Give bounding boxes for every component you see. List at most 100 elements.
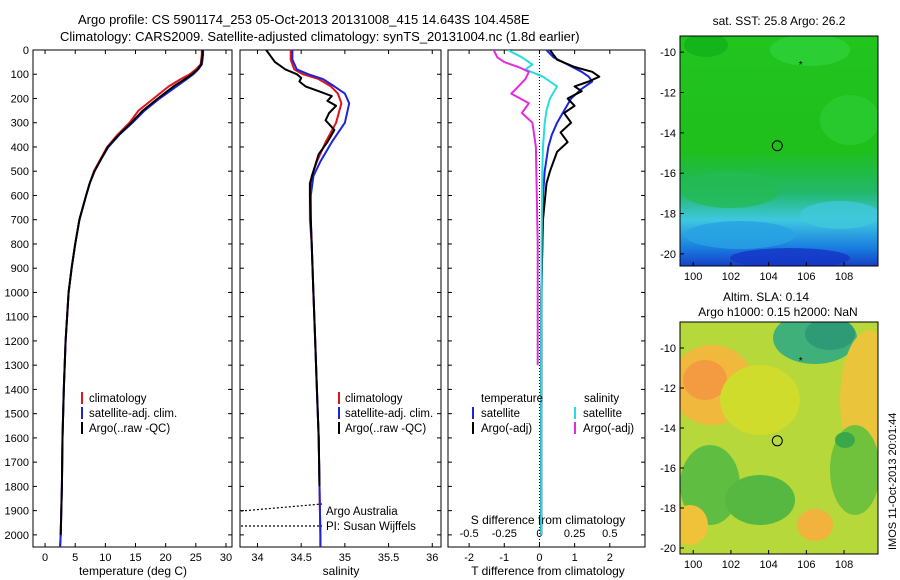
map-y-tick-label: -16 — [660, 168, 676, 180]
x-tick-label: 35.5 — [378, 552, 399, 564]
y-tick-label: 500 — [11, 166, 29, 178]
argo-star-marker: * — [799, 60, 803, 71]
x-tick-label: 34.5 — [290, 552, 311, 564]
y-tick-label: 1400 — [5, 384, 29, 396]
y-tick-label: 300 — [11, 118, 29, 130]
y-tick-label: 800 — [11, 239, 29, 251]
x-tick-label: 15 — [129, 552, 141, 564]
y-tick-label: 200 — [11, 93, 29, 105]
x-tick-label: 1 — [572, 552, 578, 564]
map-y-tick-label: -10 — [660, 47, 676, 59]
difference-panel — [447, 49, 646, 548]
figure-title-line1: Argo profile: CS 5901174_253 05-Oct-2013… — [78, 12, 530, 27]
x-tick-label-top: -0.5 — [460, 528, 479, 540]
map-y-tick-label: -20 — [660, 543, 676, 555]
map-x-tick-label: 108 — [835, 271, 853, 283]
x-tick-label: 0 — [42, 552, 48, 564]
legend-t-argo: Argo(-adj) — [481, 423, 532, 435]
legend-salinity-header: salinity — [584, 393, 619, 405]
difference-legend: temperature salinity satellite Argo(-adj… — [472, 393, 634, 435]
y-tick-label: 1100 — [5, 312, 29, 324]
annotation-argo-australia: Argo Australia — [326, 506, 398, 518]
sst-map-title: sat. SST: 25.8 Argo: 26.2 — [713, 14, 846, 28]
map-x-tick-label: 104 — [759, 271, 777, 283]
sst-map — [679, 35, 879, 267]
y-tick-label: 1500 — [5, 409, 29, 421]
map-y-tick-label: -10 — [660, 343, 676, 355]
series-line-magenta — [492, 50, 539, 366]
x-tick-label: 10 — [99, 552, 111, 564]
legend-s-argo: Argo(-adj) — [583, 423, 634, 435]
y-tick-label: 1600 — [5, 433, 29, 445]
map-y-tick-label: -14 — [660, 423, 676, 435]
legend-argo: Argo(..raw -QC) — [345, 423, 426, 435]
annotation-pi: PI: Susan Wijffels — [326, 521, 416, 533]
figure-title-line2: Climatology: CARS2009. Satellite-adjuste… — [60, 29, 580, 44]
x-tick-label: 30 — [220, 552, 232, 564]
profile-circle-marker — [771, 435, 783, 447]
y-tick-label: 400 — [11, 142, 29, 154]
temperature-panel — [32, 49, 233, 548]
map-x-tick-label: 102 — [722, 271, 740, 283]
series-line-black — [265, 50, 338, 487]
legend-argo: Argo(..raw -QC) — [89, 423, 170, 435]
map-x-tick-label: 106 — [797, 559, 815, 571]
map-y-tick-label: -16 — [660, 463, 676, 475]
y-tick-label: 1000 — [5, 287, 29, 299]
legend-satellite-adj: satellite-adj. clim. — [89, 408, 177, 420]
x-tick-label: 5 — [72, 552, 78, 564]
legend-s-satellite: satellite — [583, 408, 622, 420]
salinity-panel — [239, 49, 442, 548]
y-tick-label: 1700 — [5, 457, 29, 469]
t-diff-xlabel: T difference from climatology — [471, 564, 625, 578]
legend-climatology: climatology — [89, 393, 147, 405]
y-tick-label: 1900 — [5, 506, 29, 518]
y-tick-label: 0 — [23, 45, 29, 57]
legend-climatology: climatology — [345, 393, 403, 405]
map-axes: 100 102 104 106 108 -10 -12 -14 -16 -18 -20 * 100 102… — [660, 47, 853, 571]
salinity-xlabel: salinity — [323, 564, 360, 578]
y-tick-label: 900 — [11, 263, 29, 275]
x-tick-label: 35 — [339, 552, 351, 564]
sla-map-title: Altim. SLA: 0.14 — [723, 290, 809, 304]
x-tick-label: 0 — [536, 552, 542, 564]
legend-satellite-adj: satellite-adj. clim. — [345, 408, 433, 420]
x-tick-label: 20 — [160, 552, 172, 564]
y-tick-label: 1300 — [5, 360, 29, 372]
map-x-tick-label: 108 — [835, 559, 853, 571]
temperature-legend: climatology satellite-adj. clim. Argo(..… — [81, 392, 177, 435]
salinity-legend: climatology satellite-adj. clim. Argo(..… — [338, 392, 433, 435]
x-tick-label: 2 — [607, 552, 613, 564]
sla-map — [679, 321, 879, 555]
profile-circle-marker — [771, 140, 783, 152]
y-tick-label: 700 — [11, 215, 29, 227]
series-line-black — [59, 50, 204, 535]
x-tick-label-top: 0.25 — [564, 528, 585, 540]
y-tick-label: 1800 — [5, 481, 29, 493]
sla-map-subtitle: Argo h1000: 0.15 h2000: NaN — [698, 305, 857, 319]
x-tick-label-top: -0.25 — [492, 528, 517, 540]
y-tick-label: 100 — [11, 69, 29, 81]
map-x-tick-label: 104 — [759, 559, 777, 571]
salinity-chart: 34 34.5 35 35.5 36 — [240, 49, 441, 564]
map-x-tick-label: 106 — [797, 271, 815, 283]
temperature-chart: 0 5 10 15 20 25 300100200300400500600700800900… — [5, 45, 233, 564]
imos-timestamp: IMOS 11-Oct-2013 20:01:44 — [887, 412, 899, 550]
series-line-black — [540, 50, 601, 535]
map-y-tick-label: -18 — [660, 209, 676, 221]
x-tick-label: 34 — [251, 552, 263, 564]
argo-star-marker: * — [799, 356, 803, 367]
map-y-tick-label: -12 — [660, 87, 676, 99]
y-tick-label: 1200 — [5, 336, 29, 348]
x-tick-label-top: 0.5 — [602, 528, 617, 540]
salinity-annotation: Argo Australia PI: Susan Wijffels — [240, 503, 416, 533]
map-x-tick-label: 100 — [684, 559, 702, 571]
x-tick-label: -2 — [464, 552, 474, 564]
map-x-tick-label: 102 — [722, 559, 740, 571]
series-line-cyan — [507, 50, 559, 535]
x-tick-label: 25 — [190, 552, 202, 564]
y-tick-label: 600 — [11, 190, 29, 202]
map-y-tick-label: -12 — [660, 383, 676, 395]
